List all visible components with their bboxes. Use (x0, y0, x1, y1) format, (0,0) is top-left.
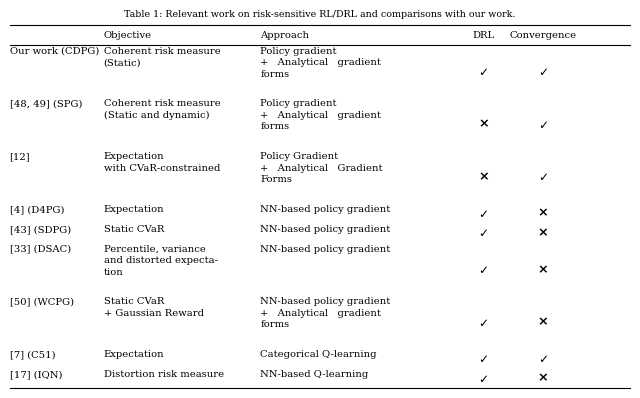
Text: Expectation: Expectation (104, 350, 164, 359)
Text: NN-based policy gradient: NN-based policy gradient (260, 225, 390, 234)
Text: $\checkmark$: $\checkmark$ (478, 352, 488, 365)
Text: $\checkmark$: $\checkmark$ (538, 170, 548, 183)
Text: $\checkmark$: $\checkmark$ (538, 117, 548, 131)
Text: $\checkmark$: $\checkmark$ (538, 65, 548, 78)
Text: Coherent risk measure
(Static): Coherent risk measure (Static) (104, 47, 220, 67)
Text: Coherent risk measure
(Static and dynamic): Coherent risk measure (Static and dynami… (104, 100, 220, 120)
Text: Table 1: Relevant work on risk-sensitive RL/DRL and comparisons with our work.: Table 1: Relevant work on risk-sensitive… (124, 10, 516, 19)
Text: DRL: DRL (472, 31, 494, 40)
Text: Expectation: Expectation (104, 205, 164, 214)
Text: Policy gradient
+   Analytical   gradient
forms: Policy gradient + Analytical gradient fo… (260, 100, 381, 131)
Text: $\checkmark$: $\checkmark$ (478, 207, 488, 220)
Text: $\checkmark$: $\checkmark$ (478, 316, 488, 329)
Text: [12]: [12] (10, 152, 30, 161)
Text: Our work (CDPG): Our work (CDPG) (10, 47, 99, 56)
Text: $\checkmark$: $\checkmark$ (478, 65, 488, 78)
Text: [48, 49] (SPG): [48, 49] (SPG) (10, 100, 82, 108)
Text: $\boldsymbol{\times}$: $\boldsymbol{\times}$ (537, 316, 548, 329)
Text: Static CVaR
+ Gaussian Reward: Static CVaR + Gaussian Reward (104, 297, 204, 318)
Text: Expectation
with CVaR-constrained: Expectation with CVaR-constrained (104, 152, 220, 173)
Text: [50] (WCPG): [50] (WCPG) (10, 297, 74, 306)
Text: $\boldsymbol{\times}$: $\boldsymbol{\times}$ (477, 117, 488, 131)
Text: Distortion risk measure: Distortion risk measure (104, 370, 224, 379)
Text: [17] (IQN): [17] (IQN) (10, 370, 62, 379)
Text: $\checkmark$: $\checkmark$ (478, 226, 488, 240)
Text: Percentile, variance
and distorted expecta-
tion: Percentile, variance and distorted expec… (104, 245, 218, 277)
Text: [4] (D4PG): [4] (D4PG) (10, 205, 64, 214)
Text: Convergence: Convergence (509, 31, 576, 40)
Text: Policy gradient
+   Analytical   gradient
forms: Policy gradient + Analytical gradient fo… (260, 47, 381, 78)
Text: $\boldsymbol{\times}$: $\boldsymbol{\times}$ (537, 207, 548, 220)
Text: $\boldsymbol{\times}$: $\boldsymbol{\times}$ (537, 372, 548, 385)
Text: $\boldsymbol{\times}$: $\boldsymbol{\times}$ (537, 226, 548, 240)
Text: Objective: Objective (104, 31, 152, 40)
Text: [43] (SDPG): [43] (SDPG) (10, 225, 71, 234)
Text: Policy Gradient
+   Analytical   Gradient
Forms: Policy Gradient + Analytical Gradient Fo… (260, 152, 383, 184)
Text: $\checkmark$: $\checkmark$ (478, 263, 488, 276)
Text: [7] (C51): [7] (C51) (10, 350, 55, 359)
Text: NN-based policy gradient: NN-based policy gradient (260, 245, 390, 254)
Text: NN-based Q-learning: NN-based Q-learning (260, 370, 369, 379)
Text: $\checkmark$: $\checkmark$ (538, 352, 548, 365)
Text: $\boldsymbol{\times}$: $\boldsymbol{\times}$ (537, 263, 548, 276)
Text: NN-based policy gradient: NN-based policy gradient (260, 205, 390, 214)
Text: Approach: Approach (260, 31, 309, 40)
Text: Categorical Q-learning: Categorical Q-learning (260, 350, 377, 359)
Text: $\boldsymbol{\times}$: $\boldsymbol{\times}$ (477, 170, 488, 183)
Text: NN-based policy gradient
+   Analytical   gradient
forms: NN-based policy gradient + Analytical gr… (260, 297, 390, 329)
Text: [33] (DSAC): [33] (DSAC) (10, 245, 71, 254)
Text: $\checkmark$: $\checkmark$ (478, 372, 488, 385)
Text: Static CVaR: Static CVaR (104, 225, 164, 234)
